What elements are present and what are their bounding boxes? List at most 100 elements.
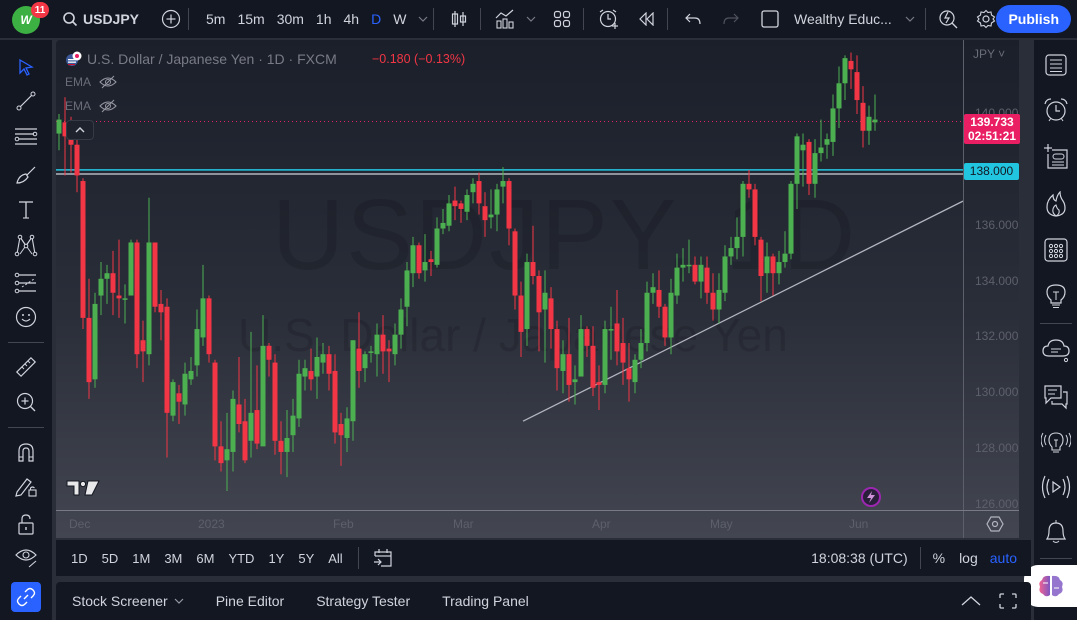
lock-drawings-tool[interactable] <box>13 474 39 500</box>
brush-tool[interactable] <box>13 162 39 188</box>
smiley-icon <box>15 306 37 328</box>
interval-30m[interactable]: 30m <box>276 11 304 27</box>
log-scale-toggle[interactable]: log <box>959 550 978 566</box>
tab-stock-screener[interactable]: Stock Screener <box>56 593 200 609</box>
range-6m[interactable]: 6M <box>196 550 215 566</box>
go-to-date-button[interactable] <box>367 548 399 568</box>
expand-panel-button[interactable] <box>951 596 991 606</box>
interval-d[interactable]: D <box>371 11 382 27</box>
flag-icon <box>65 51 82 67</box>
price-axis[interactable] <box>963 40 1019 538</box>
measure-tool[interactable] <box>13 354 39 380</box>
eye-crossed-icon[interactable] <box>99 75 117 89</box>
legend-collapse-button[interactable] <box>66 120 94 140</box>
undo-button[interactable] <box>682 0 704 38</box>
percent-scale-toggle[interactable]: % <box>932 550 946 566</box>
lock-all-tool[interactable] <box>13 511 39 537</box>
interval-5m[interactable]: 5m <box>206 11 226 27</box>
fib-tool[interactable] <box>13 124 39 150</box>
range-all[interactable]: All <box>328 550 343 566</box>
chats-button[interactable] <box>1042 383 1070 411</box>
quick-search-button[interactable] <box>936 0 960 38</box>
avatar-logo-text: W <box>20 13 32 27</box>
indicator-legend-ema-2[interactable]: EMA <box>65 99 117 113</box>
compare-symbol-button[interactable] <box>160 0 182 38</box>
auto-scale-toggle[interactable]: auto <box>989 550 1017 566</box>
layout-dropdown-button[interactable] <box>903 0 917 38</box>
eye-icon <box>14 545 38 569</box>
minds-button[interactable] <box>1042 336 1070 364</box>
maximize-panel-button[interactable] <box>991 593 1031 609</box>
chart-settings-button[interactable] <box>986 515 1004 533</box>
layout-select-checkbox[interactable] <box>759 0 781 38</box>
tradingview-logo[interactable] <box>66 480 100 496</box>
ideas-button[interactable] <box>1042 282 1070 310</box>
tab-label: Strategy Tester <box>316 593 411 609</box>
indicator-legend-ema-1[interactable]: EMA <box>65 75 117 89</box>
cursor-tool[interactable] <box>13 54 39 80</box>
ai-assistant-button[interactable] <box>1024 565 1077 607</box>
object-tree-button[interactable] <box>1042 142 1070 170</box>
pattern-tool[interactable] <box>13 232 39 258</box>
interval-1h[interactable]: 1h <box>315 11 332 27</box>
publish-button[interactable]: Publish <box>996 5 1071 33</box>
range-1y[interactable]: 1Y <box>268 550 285 566</box>
separator <box>1040 323 1072 324</box>
time-tick-label: Feb <box>333 517 354 531</box>
right-widget-bar <box>1034 40 1077 620</box>
eye-crossed-icon[interactable] <box>99 99 117 113</box>
watchlist-button[interactable] <box>1042 51 1070 79</box>
settings-button[interactable] <box>974 0 998 38</box>
text-tool[interactable] <box>13 197 39 223</box>
trend-line-tool[interactable] <box>13 88 39 114</box>
hotlists-button[interactable] <box>1042 190 1070 218</box>
chevron-down-icon <box>418 16 428 22</box>
redo-button[interactable] <box>720 0 742 38</box>
hide-drawings-tool[interactable] <box>13 544 39 570</box>
tab-trading-panel[interactable]: Trading Panel <box>426 593 545 609</box>
prediction-tool[interactable] <box>13 270 39 296</box>
sync-drawings-button[interactable] <box>11 582 41 612</box>
interval-w[interactable]: W <box>393 11 407 27</box>
range-5d[interactable]: 5D <box>101 550 119 566</box>
time-tick-label: Jun <box>849 517 869 531</box>
create-alert-button[interactable] <box>597 0 621 38</box>
tab-strategy-tester[interactable]: Strategy Tester <box>300 593 426 609</box>
current-price-tag: 139.733 02:51:21 <box>964 114 1020 144</box>
event-marker[interactable] <box>861 487 881 507</box>
indicators-dropdown-button[interactable] <box>524 0 538 38</box>
alerts-button[interactable] <box>1042 96 1070 124</box>
notifications-button[interactable] <box>1042 518 1070 546</box>
range-3m[interactable]: 3M <box>164 550 183 566</box>
emoji-tool[interactable] <box>13 304 39 330</box>
range-ytd[interactable]: YTD <box>228 550 255 566</box>
currency-selector[interactable]: JPY ˅ <box>973 47 1006 61</box>
calendar-arrow-icon <box>373 548 393 568</box>
separator <box>919 547 921 569</box>
layouts-button[interactable] <box>551 0 573 38</box>
interval-15m[interactable]: 15m <box>237 11 265 27</box>
interval-4h[interactable]: 4h <box>343 11 360 27</box>
calendar-button[interactable] <box>1042 235 1070 263</box>
range-1m[interactable]: 1M <box>132 550 151 566</box>
symbol-search-button[interactable]: USDJPY <box>62 0 139 38</box>
tech-ideas-button[interactable] <box>1041 429 1071 457</box>
chevron-down-icon <box>174 598 184 604</box>
tab-pine-editor[interactable]: Pine Editor <box>200 593 300 609</box>
utc-clock[interactable]: 18:08:38 (UTC) <box>811 550 908 566</box>
streams-button[interactable] <box>1041 473 1071 501</box>
layout-name-button[interactable]: Wealthy Educ... <box>794 0 892 38</box>
interval-dropdown-button[interactable] <box>412 0 434 38</box>
brain-icon <box>1038 574 1064 598</box>
replay-button[interactable] <box>636 0 658 38</box>
indicators-button[interactable] <box>492 0 518 38</box>
range-5y[interactable]: 5Y <box>298 550 315 566</box>
chart-type-button[interactable] <box>447 0 471 38</box>
magnet-tool[interactable] <box>13 439 39 465</box>
symbol-legend-title[interactable]: U.S. Dollar / Japanese Yen · 1D · FXCM <box>87 51 337 67</box>
chevron-down-icon <box>905 16 915 22</box>
grid-icon <box>553 10 571 28</box>
range-1d[interactable]: 1D <box>71 550 88 566</box>
time-tick-label: 2023 <box>198 517 225 531</box>
zoom-in-tool[interactable] <box>13 389 39 415</box>
